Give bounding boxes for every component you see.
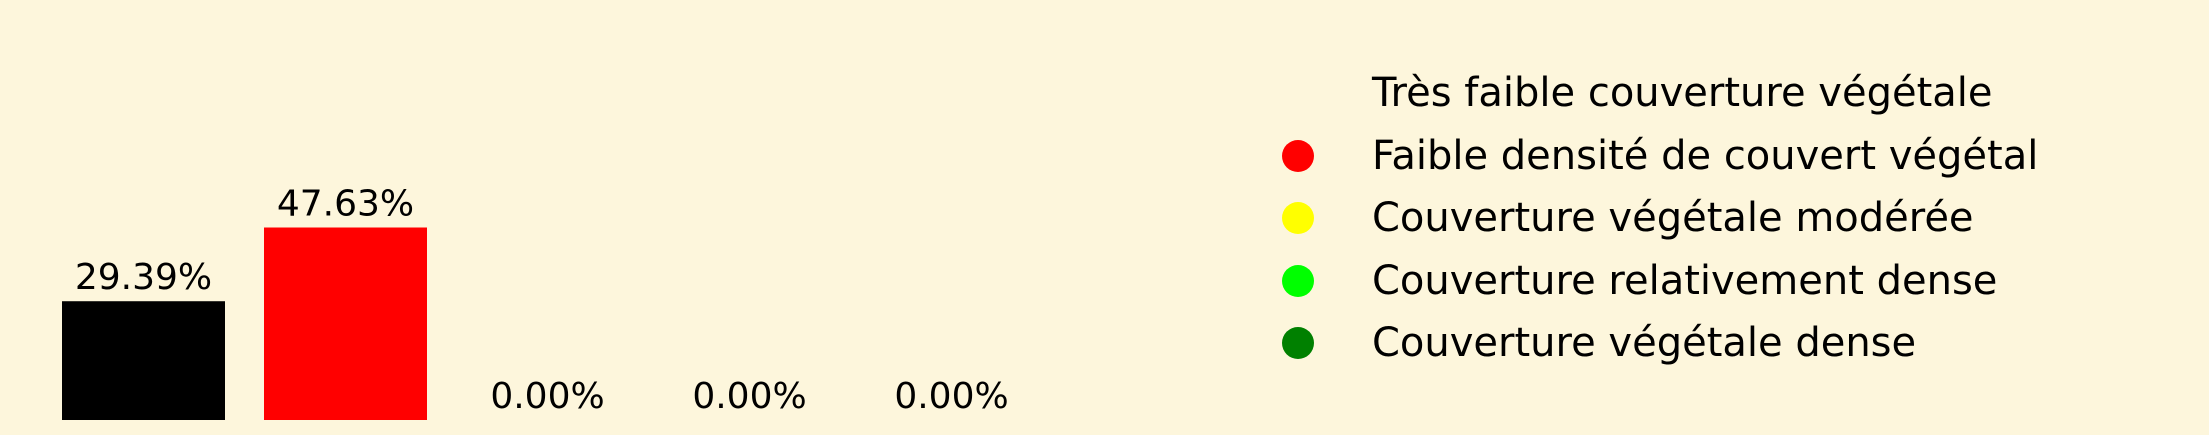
- bar: [62, 301, 225, 420]
- legend-marker-icon: [1282, 265, 1314, 297]
- legend-label: Couverture végétale dense: [1372, 323, 1916, 363]
- legend-item: Très faible couverture végétale: [1278, 62, 2038, 125]
- bar-value-label: 47.63%: [277, 184, 414, 225]
- legend-label: Couverture relativement dense: [1372, 261, 1997, 301]
- bar-value-label: 29.39%: [75, 257, 212, 298]
- legend-label: Faible densité de couvert végétal: [1372, 136, 2038, 176]
- bar-chart: 29.39% 47.63% 0.00% 0.00% 0.00%: [0, 0, 1270, 435]
- legend-marker-icon: [1282, 202, 1314, 234]
- legend-marker-icon: [1282, 140, 1314, 172]
- bar-value-label: 0.00%: [894, 376, 1008, 417]
- legend-item: Couverture relativement dense: [1278, 250, 2038, 313]
- bar-value-label: 0.00%: [490, 376, 604, 417]
- bar-value-label: 0.00%: [692, 376, 806, 417]
- legend: Très faible couverture végétale Faible d…: [1278, 62, 2038, 375]
- legend-marker-icon: [1282, 77, 1314, 109]
- legend-item: Couverture végétale modérée: [1278, 187, 2038, 250]
- legend-marker-icon: [1282, 327, 1314, 359]
- legend-label: Très faible couverture végétale: [1372, 73, 1993, 113]
- bar: [264, 228, 427, 421]
- legend-item: Faible densité de couvert végétal: [1278, 125, 2038, 188]
- legend-label: Couverture végétale modérée: [1372, 198, 1974, 238]
- legend-item: Couverture végétale dense: [1278, 312, 2038, 375]
